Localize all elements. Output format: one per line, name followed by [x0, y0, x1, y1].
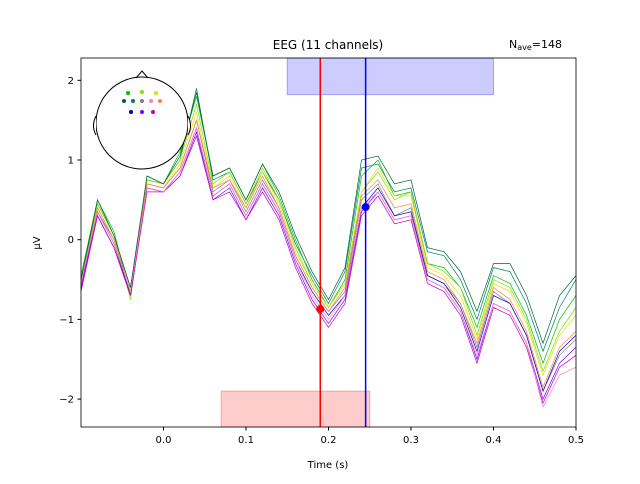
chart-title: EEG (11 channels)	[273, 38, 383, 52]
highlight-span	[286, 57, 494, 96]
highlight-span	[220, 390, 371, 428]
channel-line	[80, 118, 577, 389]
plot-area	[80, 57, 577, 428]
x-tick-label: 0.3	[403, 435, 419, 446]
channel-line	[80, 92, 577, 345]
y-tick-label: −2	[59, 395, 74, 406]
y-tick-label: 0	[68, 235, 74, 246]
x-tick-label: 0.4	[486, 435, 502, 446]
x-tick-label: 0.2	[321, 435, 337, 446]
peak-marker	[316, 305, 325, 314]
channel-line	[80, 126, 577, 409]
x-tick-label: 0.5	[568, 435, 584, 446]
y-tick-label: 2	[68, 76, 74, 87]
nave-label: Nave=148	[509, 38, 562, 52]
x-tick-label: 0.0	[156, 435, 172, 446]
y-tick-label: −1	[59, 315, 74, 326]
peak-marker	[361, 203, 370, 212]
x-axis-label: Time (s)	[307, 460, 349, 471]
y-tick-label: 1	[68, 156, 74, 167]
sensor-inset	[93, 70, 191, 170]
y-axis-label: µV	[32, 236, 43, 249]
x-tick-label: 0.1	[238, 435, 254, 446]
channel-line	[80, 130, 577, 401]
